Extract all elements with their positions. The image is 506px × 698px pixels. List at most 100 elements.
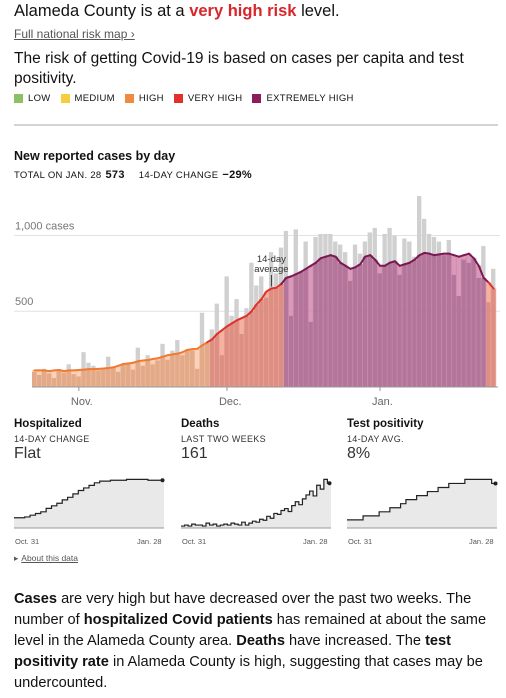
average-fill: [86, 369, 92, 387]
average-fill: [431, 255, 437, 387]
average-fill: [71, 370, 77, 387]
average-line: [314, 257, 322, 264]
average-fill: [155, 358, 161, 387]
average-fill: [66, 370, 72, 387]
average-fill: [268, 288, 275, 387]
average-fill: [308, 265, 314, 387]
average-fill: [288, 276, 294, 387]
panel-deaths: Deaths LAST TWO WEEKS 161: [181, 418, 333, 463]
panel-title: Test positivity: [347, 418, 424, 430]
average-fill-light: [456, 256, 461, 297]
average-fill: [115, 365, 122, 387]
average-fill: [402, 264, 408, 387]
average-fill-light: [46, 371, 52, 374]
average-line: [221, 325, 228, 332]
sparkline-area: [181, 479, 331, 528]
average-line: [275, 282, 283, 289]
x-tick-label: Jan.: [372, 396, 393, 408]
average-fill: [101, 368, 107, 387]
average-fill-light: [130, 362, 136, 370]
average-fill-light: [239, 318, 244, 334]
summary-text-4: in Alameda County is high, suggesting th…: [14, 654, 483, 691]
panel-value: Flat: [14, 445, 41, 462]
test-positivity-sparkline: [347, 474, 498, 529]
average-fill: [185, 349, 191, 387]
average-fill: [96, 368, 102, 387]
summary-text-2: has remained at about the same level in …: [14, 612, 487, 649]
legend-swatch: [60, 94, 70, 103]
average-fill: [61, 371, 67, 387]
about-data-label: About this data: [21, 553, 78, 563]
sparkline-start-label: Oct. 31: [348, 537, 373, 546]
average-fill: [110, 367, 117, 387]
average-fill: [273, 287, 280, 387]
average-fill-light: [150, 358, 155, 365]
average-fill: [342, 265, 349, 387]
average-line: [413, 254, 421, 261]
average-fill: [91, 369, 97, 387]
average-fill: [56, 370, 62, 387]
average-fill: [76, 370, 82, 387]
average-fill: [229, 323, 235, 387]
average-fill: [106, 368, 112, 387]
divider: [14, 124, 498, 126]
average-fill: [372, 259, 378, 387]
average-fill: [189, 349, 196, 387]
average-fill: [491, 288, 497, 387]
headline-suffix: level.: [301, 2, 340, 20]
average-fill: [347, 268, 354, 387]
average-fill: [436, 254, 442, 387]
average-fill-light: [264, 291, 269, 298]
deaths-sparkline: [181, 474, 332, 529]
panel-sublabel: 14-DAY AVG.: [347, 434, 404, 444]
average-fill: [338, 262, 344, 387]
legend-swatch: [14, 94, 23, 103]
sparkline-area: [14, 479, 164, 528]
average-fill: [36, 370, 43, 387]
average-fill: [303, 268, 309, 387]
average-fill: [407, 262, 413, 387]
average-fill: [51, 370, 57, 387]
panel-hospitalized: Hospitalized 14-DAY CHANGE Flat: [14, 418, 166, 463]
hospitalized-sparkline: [14, 474, 165, 529]
legend-swatch: [173, 94, 183, 103]
average-fill: [456, 256, 462, 387]
panel-test-positivity: Test positivity 14-DAY AVG. 8%: [347, 418, 499, 463]
legend-item-very-high: VERY HIGH: [173, 93, 243, 104]
average-fill-light: [466, 253, 471, 263]
y-tick-label: 500: [15, 296, 33, 308]
cases-chart-title: New reported cases by day: [14, 149, 176, 163]
average-fill-light: [180, 352, 185, 356]
cases-totals: TOTAL ON JAN. 28 573 14-DAY CHANGE −29%: [14, 169, 252, 181]
average-fill: [204, 342, 210, 387]
average-fill: [175, 353, 181, 387]
average-fill-light: [476, 265, 481, 278]
legend-item-low: LOW: [14, 93, 51, 104]
triangle-right-icon: ▸: [14, 553, 19, 563]
average-fill: [293, 274, 299, 387]
about-data-link[interactable]: ▸ About this data: [14, 553, 78, 564]
average-fill: [486, 282, 492, 387]
sparkline-end-dot: [493, 481, 498, 486]
average-line: [250, 303, 258, 313]
panel-sublabel: 14-DAY CHANGE: [14, 434, 90, 444]
legend-item-extremely-high: EXTREMELY HIGH: [252, 93, 353, 104]
national-risk-map-link[interactable]: Full national risk map ›: [14, 27, 135, 41]
average-line: [359, 255, 367, 266]
sparkline-line: [181, 478, 331, 527]
average-fill: [417, 255, 423, 387]
risk-level: very high risk: [189, 2, 297, 20]
average-fill-light: [397, 265, 402, 275]
average-line: [472, 257, 480, 267]
average-line: [211, 332, 219, 341]
average-fill-light: [51, 370, 57, 378]
panel-sublabel: LAST TWO WEEKS: [181, 434, 266, 444]
average-line: [196, 344, 204, 350]
average-fill-light: [76, 370, 81, 377]
average-fill: [244, 315, 250, 387]
summary-cases: Cases: [14, 591, 58, 607]
x-tick-label: Nov.: [71, 396, 93, 408]
average-fill: [471, 258, 477, 387]
average-fill: [412, 259, 418, 387]
